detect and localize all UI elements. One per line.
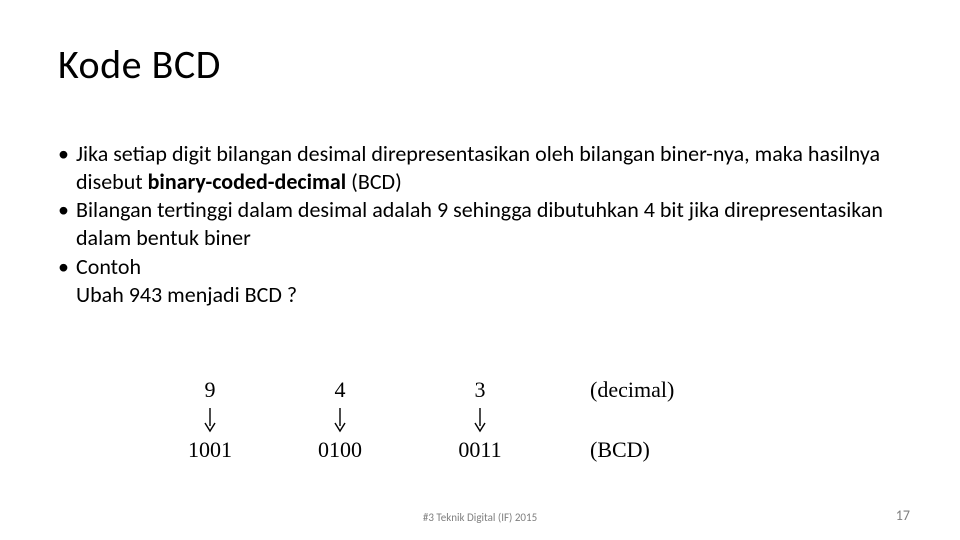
slide-title: Kode BCD (58, 40, 221, 89)
bullet-2-text: Bilangan tertinggi dalam desimal adalah … (76, 196, 888, 252)
bcd-code-0: 1001 (150, 437, 270, 463)
page-number: 17 (896, 507, 910, 524)
bullet-1-post: (BCD) (346, 168, 402, 195)
footer-center-text: #3 Teknik Digital (IF) 2015 (0, 511, 960, 524)
bullet-1-text: Jika setiap digit bilangan desimal direp… (76, 140, 888, 196)
bcd-code-2: 0011 (410, 437, 550, 463)
slide: Kode BCD • Jika setiap digit bilangan de… (0, 0, 960, 540)
bullet-1: • Jika setiap digit bilangan desimal dir… (58, 140, 888, 196)
slide-body: • Jika setiap digit bilangan desimal dir… (58, 140, 888, 309)
bcd-diagram: 9 4 3 (decimal) 1001 0100 0011 (BCD) (150, 375, 850, 465)
down-arrow-icon (150, 407, 270, 433)
bullet-3: • Contoh (58, 253, 888, 281)
bcd-code-1: 0100 (270, 437, 410, 463)
bullet-3-text: Contoh (76, 253, 888, 281)
decimal-label: (decimal) (550, 377, 770, 403)
bullet-dot: • (58, 140, 76, 196)
down-arrow-icon (410, 407, 550, 433)
diagram-bcd-row: 1001 0100 0011 (BCD) (150, 435, 850, 465)
decimal-digit-1: 4 (270, 377, 410, 403)
diagram-decimal-row: 9 4 3 (decimal) (150, 375, 850, 405)
diagram-arrow-row (150, 405, 850, 435)
bullet-3-line2: Ubah 943 menjadi BCD ? (58, 281, 888, 309)
bullet-dot: • (58, 196, 76, 252)
bullet-dot: • (58, 253, 76, 281)
bcd-label: (BCD) (550, 437, 770, 463)
decimal-digit-2: 3 (410, 377, 550, 403)
down-arrow-icon (270, 407, 410, 433)
bullet-1-bold: binary-coded-decimal (148, 168, 347, 195)
decimal-digit-0: 9 (150, 377, 270, 403)
bullet-2: • Bilangan tertinggi dalam desimal adala… (58, 196, 888, 252)
